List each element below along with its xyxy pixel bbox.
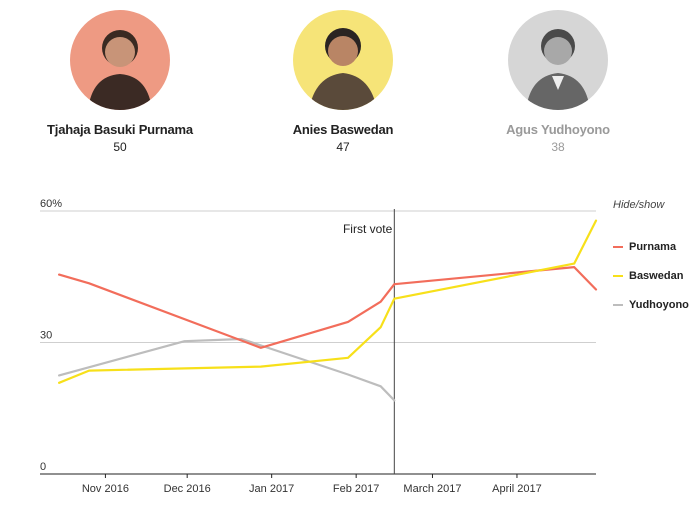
legend-swatch xyxy=(613,304,623,307)
legend-item-yudhoyono[interactable]: Yudhoyono xyxy=(613,299,689,311)
y-tick-label: 0 xyxy=(40,461,46,473)
poll-line-chart: 60% 30 0 Nov 2016 Dec 2016 Jan 2017 Feb 2017 Ma… xyxy=(40,198,598,495)
candidate-score: 47 xyxy=(336,140,350,154)
x-tick-label: April 2017 xyxy=(492,483,542,495)
legend-label: Baswedan xyxy=(629,270,684,282)
candidate-card-purnama: Tjahaja Basuki Purnama 50 xyxy=(20,10,220,154)
x-tick-label: Nov 2016 xyxy=(82,483,129,495)
candidate-name: Anies Baswedan xyxy=(292,122,394,137)
legend-label: Yudhoyono xyxy=(629,299,689,311)
series-line-baswedan xyxy=(58,219,598,384)
candidate-avatar xyxy=(293,10,393,110)
legend-title: Hide/show xyxy=(613,199,665,211)
legend-item-purnama[interactable]: Purnama xyxy=(613,241,676,253)
series-line-yudhoyono xyxy=(58,337,396,402)
y-tick-label: 60% xyxy=(40,198,62,210)
candidate-score: 50 xyxy=(113,140,127,154)
x-tick-label: March 2017 xyxy=(403,483,461,495)
legend-swatch xyxy=(613,246,623,249)
candidate-avatar xyxy=(508,10,608,110)
legend-label: Purnama xyxy=(629,241,677,253)
person-icon xyxy=(309,28,377,110)
legend-item-baswedan[interactable]: Baswedan xyxy=(613,270,683,282)
person-icon xyxy=(88,30,152,110)
candidate-card-baswedan: Anies Baswedan 47 xyxy=(243,10,443,154)
x-tick-label: Jan 2017 xyxy=(249,483,294,495)
series-line-purnama xyxy=(58,266,598,349)
candidate-name: Tjahaja Basuki Purnama xyxy=(47,122,193,137)
y-tick-label: 30 xyxy=(40,330,52,342)
x-tick-label: Dec 2016 xyxy=(164,483,211,495)
candidate-card-yudhoyono: Agus Yudhoyono 38 xyxy=(458,10,658,154)
candidate-avatar xyxy=(70,10,170,110)
x-tick-label: Feb 2017 xyxy=(333,483,379,495)
candidate-name: Agus Yudhoyono xyxy=(506,122,610,137)
first-vote-label: First vote xyxy=(343,222,393,236)
legend-swatch xyxy=(613,275,623,278)
candidate-score: 38 xyxy=(551,140,565,154)
person-icon xyxy=(526,29,590,110)
